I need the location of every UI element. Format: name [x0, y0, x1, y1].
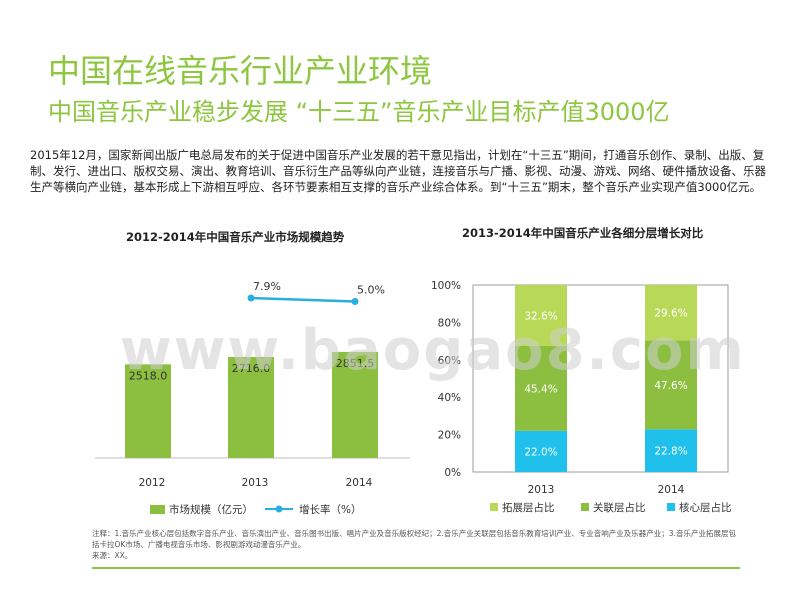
- x-tick-label: 2014: [658, 484, 685, 496]
- bar-value-label: 2716.0: [232, 362, 271, 375]
- segment-value-label: 45.4%: [524, 383, 557, 395]
- core-layer-segment: [645, 429, 697, 472]
- legend-label-extended-layer: 拓展层占比: [502, 501, 555, 514]
- bar-value-label: 2851.5: [336, 357, 375, 370]
- left-chart-title: 2012-2014年中国音乐产业市场规模趋势: [126, 230, 345, 244]
- market-size-bar: [125, 364, 171, 458]
- x-tick-label: 2013: [528, 484, 555, 496]
- y-tick-label: 60%: [438, 355, 461, 367]
- legend-swatch-growth-dot: [275, 505, 283, 513]
- plot-frame: [472, 284, 729, 473]
- growth-rate-label: 7.9%: [253, 280, 281, 293]
- y-tick-label: 0%: [444, 467, 461, 479]
- segment-value-label: 32.6%: [524, 310, 557, 322]
- x-tick-label: 2014: [346, 477, 373, 489]
- growth-rate-line: [250, 296, 356, 303]
- legend-swatch-extended-layer: [490, 503, 498, 511]
- page-title: 中国在线音乐行业产业环境: [48, 52, 433, 90]
- bottom-divider: [92, 567, 740, 569]
- core-layer-segment: [515, 430, 567, 472]
- legend-label-related-layer: 关联层占比: [593, 501, 646, 514]
- legend-swatch-core-layer: [667, 503, 675, 511]
- segment-value-label: 47.6%: [654, 380, 687, 392]
- footnote-text: 注释：1.音乐产业核心层包括数字音乐产业、音乐演出产业、音乐图书出版、唱片产业及…: [92, 529, 736, 549]
- market-size-bar: [228, 356, 274, 458]
- growth-rate-point: [247, 294, 255, 302]
- segment-value-label: 22.0%: [524, 446, 557, 458]
- y-tick-label: 40%: [438, 392, 461, 404]
- related-layer-segment: [515, 345, 567, 431]
- watermark: www.baogao8.com: [120, 318, 746, 383]
- right-chart-title: 2013-2014年中国音乐产业各细分层增长对比: [462, 226, 704, 240]
- segment-value-label: 22.8%: [654, 446, 687, 458]
- footnote: 注释：1.音乐产业核心层包括数字音乐产业、音乐演出产业、音乐图书出版、唱片产业及…: [92, 528, 742, 561]
- bar-value-label: 2518.0: [129, 369, 168, 382]
- legend-label-market-size: 市场规模（亿元）: [169, 503, 253, 516]
- related-layer-segment: [645, 340, 697, 430]
- legend-label-growth: 增长率（%）: [299, 503, 361, 516]
- x-tick-label: 2013: [242, 477, 269, 489]
- y-tick-label: 20%: [438, 430, 461, 442]
- legend-swatch-related-layer: [581, 503, 589, 511]
- segment-value-label: 29.6%: [654, 308, 687, 320]
- intro-paragraph: 2015年12月，国家新闻出版广电总局发布的关于促进中国音乐产业发展的若干意见指…: [30, 148, 766, 194]
- y-tick-label: 80%: [438, 317, 461, 329]
- legend-label-core-layer: 核心层占比: [679, 501, 732, 514]
- extended-layer-segment: [515, 285, 567, 346]
- source-text: 来源：XX。: [92, 551, 133, 560]
- growth-rate-label: 5.0%: [357, 283, 385, 296]
- x-tick-label: 2012: [139, 477, 166, 489]
- market-size-bar: [332, 351, 378, 458]
- growth-rate-point: [351, 297, 359, 305]
- extended-layer-segment: [645, 285, 697, 341]
- y-tick-label: 100%: [431, 280, 461, 292]
- page-subtitle: 中国音乐产业稳步发展 “十三五”音乐产业目标产值3000亿: [48, 98, 670, 126]
- legend-swatch-market-size: [150, 505, 165, 514]
